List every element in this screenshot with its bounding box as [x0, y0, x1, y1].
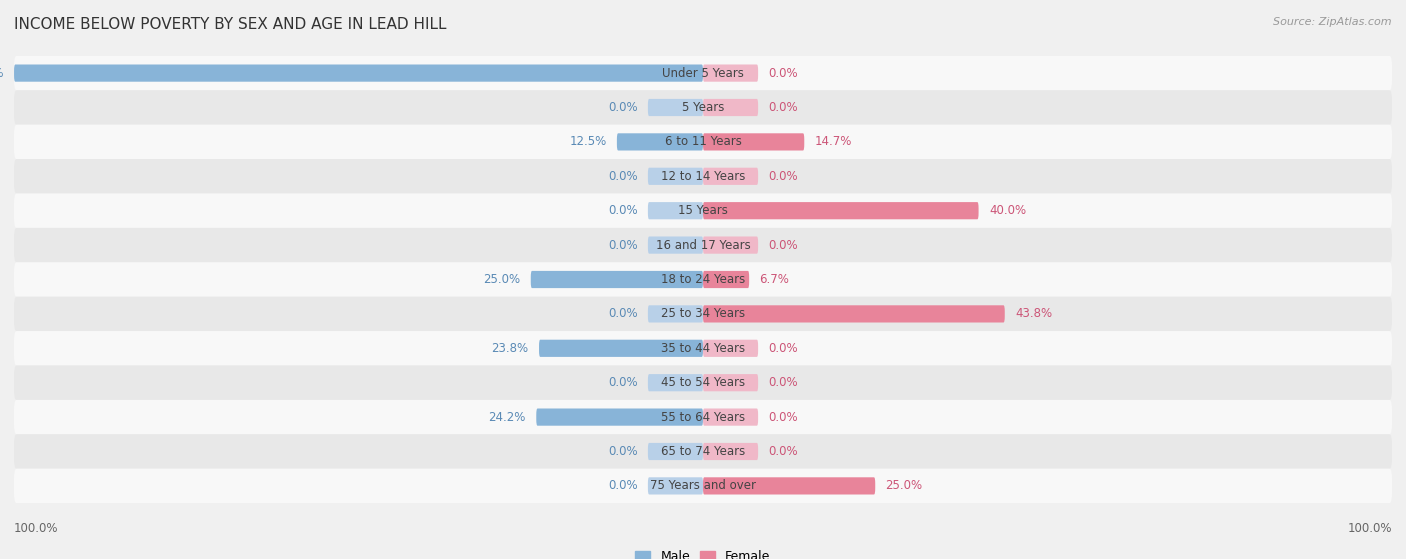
Text: 65 to 74 Years: 65 to 74 Years [661, 445, 745, 458]
FancyBboxPatch shape [703, 443, 758, 460]
Text: 100.0%: 100.0% [14, 522, 59, 535]
Text: 0.0%: 0.0% [607, 445, 637, 458]
Text: 75 Years and over: 75 Years and over [650, 480, 756, 492]
FancyBboxPatch shape [14, 400, 1392, 434]
FancyBboxPatch shape [703, 305, 1005, 323]
Text: 15 Years: 15 Years [678, 204, 728, 217]
Text: 40.0%: 40.0% [988, 204, 1026, 217]
Text: 0.0%: 0.0% [769, 445, 799, 458]
FancyBboxPatch shape [14, 434, 1392, 468]
FancyBboxPatch shape [536, 409, 703, 426]
FancyBboxPatch shape [703, 133, 804, 150]
FancyBboxPatch shape [14, 262, 1392, 297]
FancyBboxPatch shape [531, 271, 703, 288]
FancyBboxPatch shape [14, 228, 1392, 262]
FancyBboxPatch shape [14, 159, 1392, 193]
Text: 0.0%: 0.0% [607, 170, 637, 183]
FancyBboxPatch shape [703, 202, 979, 219]
FancyBboxPatch shape [703, 409, 758, 426]
Text: 0.0%: 0.0% [607, 307, 637, 320]
FancyBboxPatch shape [648, 477, 703, 495]
FancyBboxPatch shape [14, 193, 1392, 228]
FancyBboxPatch shape [538, 340, 703, 357]
Text: 25.0%: 25.0% [484, 273, 520, 286]
FancyBboxPatch shape [14, 331, 1392, 366]
Text: 5 Years: 5 Years [682, 101, 724, 114]
FancyBboxPatch shape [648, 168, 703, 185]
FancyBboxPatch shape [703, 64, 758, 82]
FancyBboxPatch shape [703, 99, 758, 116]
Text: 12.5%: 12.5% [569, 135, 606, 148]
Text: 0.0%: 0.0% [607, 101, 637, 114]
FancyBboxPatch shape [14, 64, 703, 82]
FancyBboxPatch shape [648, 374, 703, 391]
Text: 18 to 24 Years: 18 to 24 Years [661, 273, 745, 286]
FancyBboxPatch shape [648, 99, 703, 116]
Text: 0.0%: 0.0% [607, 376, 637, 389]
Text: Under 5 Years: Under 5 Years [662, 67, 744, 79]
Text: 0.0%: 0.0% [769, 239, 799, 252]
Text: 45 to 54 Years: 45 to 54 Years [661, 376, 745, 389]
FancyBboxPatch shape [703, 271, 749, 288]
FancyBboxPatch shape [648, 202, 703, 219]
Text: 100.0%: 100.0% [1347, 522, 1392, 535]
Text: 14.7%: 14.7% [814, 135, 852, 148]
FancyBboxPatch shape [703, 168, 758, 185]
Text: 0.0%: 0.0% [769, 342, 799, 355]
Text: 100.0%: 100.0% [0, 67, 4, 79]
FancyBboxPatch shape [14, 366, 1392, 400]
Text: 16 and 17 Years: 16 and 17 Years [655, 239, 751, 252]
Text: 0.0%: 0.0% [607, 239, 637, 252]
Text: 0.0%: 0.0% [769, 376, 799, 389]
FancyBboxPatch shape [703, 374, 758, 391]
Text: 0.0%: 0.0% [769, 67, 799, 79]
Text: INCOME BELOW POVERTY BY SEX AND AGE IN LEAD HILL: INCOME BELOW POVERTY BY SEX AND AGE IN L… [14, 17, 447, 32]
Text: 25.0%: 25.0% [886, 480, 922, 492]
FancyBboxPatch shape [14, 56, 1392, 91]
Text: 24.2%: 24.2% [488, 411, 526, 424]
FancyBboxPatch shape [648, 443, 703, 460]
Text: 6.7%: 6.7% [759, 273, 789, 286]
FancyBboxPatch shape [617, 133, 703, 150]
FancyBboxPatch shape [14, 91, 1392, 125]
Text: 0.0%: 0.0% [607, 204, 637, 217]
Text: 0.0%: 0.0% [769, 411, 799, 424]
FancyBboxPatch shape [14, 297, 1392, 331]
FancyBboxPatch shape [648, 236, 703, 254]
Text: 25 to 34 Years: 25 to 34 Years [661, 307, 745, 320]
FancyBboxPatch shape [703, 236, 758, 254]
Text: 55 to 64 Years: 55 to 64 Years [661, 411, 745, 424]
Text: 0.0%: 0.0% [769, 101, 799, 114]
Text: 43.8%: 43.8% [1015, 307, 1052, 320]
Legend: Male, Female: Male, Female [630, 546, 776, 559]
FancyBboxPatch shape [703, 340, 758, 357]
FancyBboxPatch shape [14, 125, 1392, 159]
Text: 12 to 14 Years: 12 to 14 Years [661, 170, 745, 183]
FancyBboxPatch shape [703, 477, 875, 495]
FancyBboxPatch shape [648, 305, 703, 323]
FancyBboxPatch shape [14, 468, 1392, 503]
Text: 35 to 44 Years: 35 to 44 Years [661, 342, 745, 355]
Text: Source: ZipAtlas.com: Source: ZipAtlas.com [1274, 17, 1392, 27]
Text: 23.8%: 23.8% [492, 342, 529, 355]
Text: 6 to 11 Years: 6 to 11 Years [665, 135, 741, 148]
Text: 0.0%: 0.0% [607, 480, 637, 492]
Text: 0.0%: 0.0% [769, 170, 799, 183]
